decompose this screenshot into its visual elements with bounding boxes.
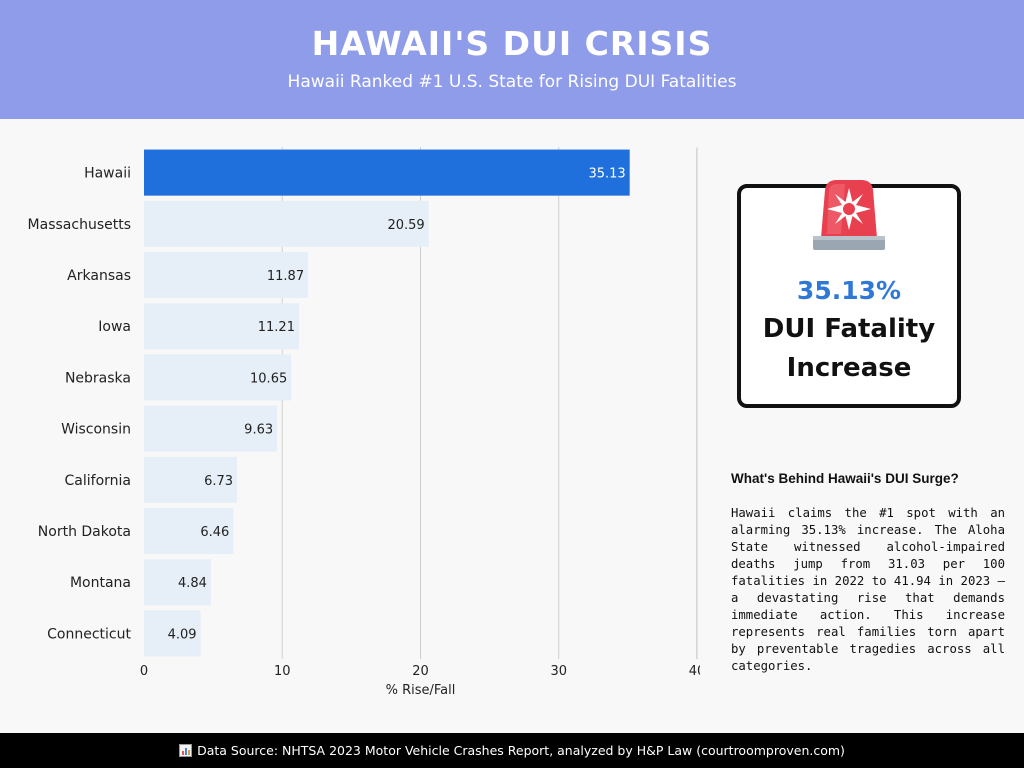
bar-value-label: 35.13 [588,167,625,182]
page-title: HAWAII'S DUI CRISIS [311,24,713,63]
bar-value-label: 11.87 [267,269,304,284]
category-label: North Dakota [38,524,131,540]
bar-value-label: 11.21 [258,320,295,335]
bar-value-label: 9.63 [244,423,273,438]
bar [144,456,238,503]
category-label: Massachusetts [28,217,131,233]
bar-chart: 35.13 Hawaii 20.59 Massachusetts 11.87 Arkans… [28,147,700,698]
bar [144,507,234,555]
bar [144,149,630,196]
bar [144,559,211,606]
bar-value-label: 4.84 [178,576,207,591]
category-label: Connecticut [47,626,131,642]
x-tick-label: 10 [274,664,291,679]
page-subtitle: Hawaii Ranked #1 U.S. State for Rising D… [287,72,737,92]
category-label: California [65,473,131,489]
x-tick-label: 40 [689,664,700,679]
sidebar-heading: What's Behind Hawaii's DUI Surge? [731,471,959,486]
footer-bar: Data Source: NHTSA 2023 Motor Vehicle Cr… [0,733,1024,768]
category-label: Nebraska [65,370,131,386]
bar [144,251,309,299]
bar-value-label: 6.73 [204,474,233,489]
bar-value-label: 10.65 [250,371,287,386]
siren-icon [813,180,885,250]
x-tick-label: 20 [412,664,429,679]
stat-label: DUI Fatality Increase [762,314,936,383]
bar [144,354,292,401]
bar [144,405,278,452]
header-banner: HAWAII'S DUI CRISIS Hawaii Ranked #1 U.S… [0,0,1024,119]
bar [144,303,299,350]
bar [144,610,201,657]
category-label: Hawaii [84,166,131,182]
bar-value-label: 6.46 [200,525,229,540]
category-label: Montana [70,575,131,591]
x-axis-label: % Rise/Fall [386,683,456,698]
sidebar-body-text: Hawaii claims the #1 spot with an alarmi… [731,506,1005,673]
category-label: Arkansas [67,268,131,284]
bar-value-label: 20.59 [387,218,424,233]
x-tick-label: 0 [140,664,148,679]
stat-value: 35.13% [796,276,902,305]
bar-value-label: 4.09 [168,627,197,642]
category-label: Iowa [98,319,131,335]
stat-card: 35.13% DUI Fatality Increase [737,180,961,408]
bar [144,200,429,247]
x-tick-label: 30 [550,664,567,679]
category-label: Wisconsin [61,422,131,438]
bar-chart-icon [179,744,193,757]
data-source-text: Data Source: NHTSA 2023 Motor Vehicle Cr… [197,743,845,758]
section-divider [696,149,697,659]
